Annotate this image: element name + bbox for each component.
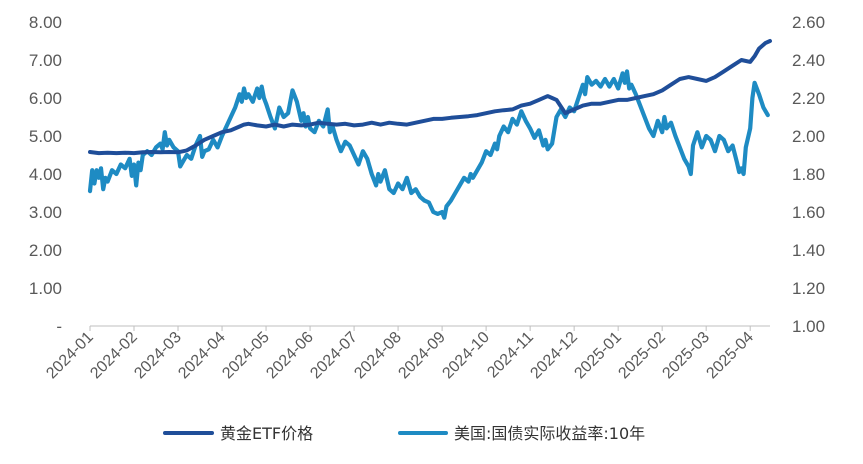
x-tick-label: 2024-08: [351, 329, 405, 383]
left-y-axis: - 1.00 2.00 3.00 4.00 5.00 6.00 7.00 8.00: [29, 13, 62, 336]
x-tick-label: 2024-09: [395, 329, 449, 383]
x-tick-label: 2025-03: [659, 329, 713, 383]
series-line-real-yield: [87, 69, 770, 220]
left-y-tick-label: -: [56, 317, 62, 336]
left-y-tick-label: 5.00: [29, 127, 62, 146]
left-y-tick-label: 2.00: [29, 241, 62, 260]
left-y-tick-label: 3.00: [29, 203, 62, 222]
x-tick-label: 2024-04: [175, 329, 229, 383]
x-tick-label: 2024-07: [307, 329, 361, 383]
right-y-tick-label: 2.00: [792, 127, 825, 146]
x-axis: 2024-012024-022024-032024-042024-052024-…: [43, 326, 757, 382]
right-y-tick-label: 2.20: [792, 89, 825, 108]
right-y-tick-label: 1.40: [792, 241, 825, 260]
legend: 黄金ETF价格 美国:国债实际收益率:10年: [163, 424, 645, 443]
right-y-tick-label: 1.20: [792, 279, 825, 298]
x-tick-label: 2025-04: [703, 329, 757, 383]
x-tick-label: 2024-11: [484, 329, 537, 382]
x-tick-label: 2024-03: [131, 329, 185, 383]
x-tick-label: 2024-01: [43, 329, 97, 383]
x-tick-label: 2024-02: [87, 329, 141, 383]
left-y-tick-label: 1.00: [29, 279, 62, 298]
right-y-axis: 1.00 1.20 1.40 1.60 1.80 2.00 2.20 2.40 2.60: [792, 13, 825, 336]
x-tick-label: 2025-01: [571, 329, 625, 383]
legend-label-gold-etf: 黄金ETF价格: [220, 424, 313, 443]
series-line-gold-etf: [88, 39, 772, 156]
left-y-tick-label: 8.00: [29, 13, 62, 32]
x-tick-label: 2025-02: [615, 329, 669, 383]
left-y-tick-label: 4.00: [29, 165, 62, 184]
right-y-tick-label: 1.60: [792, 203, 825, 222]
plot-area: [87, 39, 772, 220]
x-tick-label: 2024-06: [263, 329, 317, 383]
x-tick-label: 2024-05: [219, 329, 273, 383]
legend-label-real-yield: 美国:国债实际收益率:10年: [454, 424, 645, 443]
right-y-tick-label: 2.60: [792, 13, 825, 32]
right-y-tick-label: 1.80: [792, 165, 825, 184]
left-y-tick-label: 7.00: [29, 51, 62, 70]
x-tick-label: 2024-12: [527, 329, 581, 383]
x-tick-label: 2024-10: [439, 329, 493, 383]
right-y-tick-label: 1.00: [792, 317, 825, 336]
right-y-tick-label: 2.40: [792, 51, 825, 70]
left-y-tick-label: 6.00: [29, 89, 62, 108]
